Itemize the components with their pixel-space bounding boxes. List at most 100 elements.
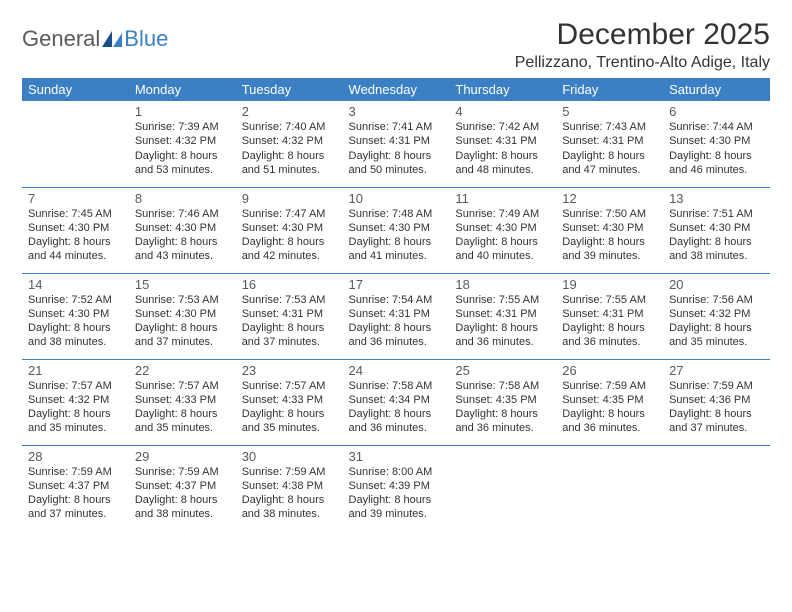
calendar-cell: 25Sunrise: 7:58 AMSunset: 4:35 PMDayligh… [449,359,556,445]
sunrise-text: Sunrise: 7:59 AM [669,379,764,393]
sunrise-text: Sunrise: 7:57 AM [28,379,123,393]
day-number: 20 [669,277,764,292]
day-number: 18 [455,277,550,292]
daylight-text: Daylight: 8 hours and 40 minutes. [455,235,550,264]
calendar-cell: 5Sunrise: 7:43 AMSunset: 4:31 PMDaylight… [556,101,663,187]
sunset-text: Sunset: 4:31 PM [242,307,337,321]
logo: General Blue [22,18,168,52]
calendar-cell: 12Sunrise: 7:50 AMSunset: 4:30 PMDayligh… [556,187,663,273]
calendar-body: 1Sunrise: 7:39 AMSunset: 4:32 PMDaylight… [22,101,770,531]
daylight-text: Daylight: 8 hours and 38 minutes. [135,493,230,522]
daylight-text: Daylight: 8 hours and 47 minutes. [562,149,657,178]
day-header: Thursday [449,78,556,101]
calendar-cell: 1Sunrise: 7:39 AMSunset: 4:32 PMDaylight… [129,101,236,187]
day-header: Saturday [663,78,770,101]
daylight-text: Daylight: 8 hours and 36 minutes. [562,407,657,436]
daylight-text: Daylight: 8 hours and 38 minutes. [28,321,123,350]
calendar-cell: 4Sunrise: 7:42 AMSunset: 4:31 PMDaylight… [449,101,556,187]
sail-icon [102,31,122,47]
sunrise-text: Sunrise: 7:59 AM [242,465,337,479]
daylight-text: Daylight: 8 hours and 35 minutes. [135,407,230,436]
sunrise-text: Sunrise: 7:49 AM [455,207,550,221]
day-header: Friday [556,78,663,101]
day-number: 13 [669,191,764,206]
sunset-text: Sunset: 4:31 PM [349,134,444,148]
sunset-text: Sunset: 4:30 PM [135,221,230,235]
calendar-cell: 24Sunrise: 7:58 AMSunset: 4:34 PMDayligh… [343,359,450,445]
calendar-cell [449,445,556,531]
sunset-text: Sunset: 4:30 PM [669,221,764,235]
sunrise-text: Sunrise: 7:48 AM [349,207,444,221]
sunrise-text: Sunrise: 7:40 AM [242,120,337,134]
calendar-cell: 14Sunrise: 7:52 AMSunset: 4:30 PMDayligh… [22,273,129,359]
day-number: 31 [349,449,444,464]
sunset-text: Sunset: 4:38 PM [242,479,337,493]
daylight-text: Daylight: 8 hours and 38 minutes. [242,493,337,522]
daylight-text: Daylight: 8 hours and 41 minutes. [349,235,444,264]
day-number: 8 [135,191,230,206]
daylight-text: Daylight: 8 hours and 36 minutes. [455,321,550,350]
day-header: Monday [129,78,236,101]
sunrise-text: Sunrise: 7:41 AM [349,120,444,134]
daylight-text: Daylight: 8 hours and 50 minutes. [349,149,444,178]
logo-text-blue: Blue [124,26,168,52]
sunset-text: Sunset: 4:31 PM [455,134,550,148]
daylight-text: Daylight: 8 hours and 36 minutes. [349,407,444,436]
sunset-text: Sunset: 4:33 PM [242,393,337,407]
day-number: 3 [349,104,444,119]
day-number: 5 [562,104,657,119]
calendar-cell: 3Sunrise: 7:41 AMSunset: 4:31 PMDaylight… [343,101,450,187]
sunrise-text: Sunrise: 7:55 AM [562,293,657,307]
calendar-week: 1Sunrise: 7:39 AMSunset: 4:32 PMDaylight… [22,101,770,187]
sunrise-text: Sunrise: 7:39 AM [135,120,230,134]
daylight-text: Daylight: 8 hours and 35 minutes. [242,407,337,436]
sunrise-text: Sunrise: 7:57 AM [135,379,230,393]
daylight-text: Daylight: 8 hours and 39 minutes. [349,493,444,522]
sunrise-text: Sunrise: 7:50 AM [562,207,657,221]
day-number: 10 [349,191,444,206]
calendar-cell: 16Sunrise: 7:53 AMSunset: 4:31 PMDayligh… [236,273,343,359]
sunset-text: Sunset: 4:31 PM [562,134,657,148]
calendar-week: 21Sunrise: 7:57 AMSunset: 4:32 PMDayligh… [22,359,770,445]
daylight-text: Daylight: 8 hours and 35 minutes. [28,407,123,436]
sunset-text: Sunset: 4:30 PM [135,307,230,321]
sunrise-text: Sunrise: 7:58 AM [455,379,550,393]
sunset-text: Sunset: 4:37 PM [135,479,230,493]
daylight-text: Daylight: 8 hours and 43 minutes. [135,235,230,264]
calendar-cell: 8Sunrise: 7:46 AMSunset: 4:30 PMDaylight… [129,187,236,273]
sunrise-text: Sunrise: 7:57 AM [242,379,337,393]
daylight-text: Daylight: 8 hours and 36 minutes. [562,321,657,350]
location-subtitle: Pellizzano, Trentino-Alto Adige, Italy [515,54,770,72]
calendar-cell: 15Sunrise: 7:53 AMSunset: 4:30 PMDayligh… [129,273,236,359]
daylight-text: Daylight: 8 hours and 44 minutes. [28,235,123,264]
sunrise-text: Sunrise: 7:43 AM [562,120,657,134]
sunset-text: Sunset: 4:30 PM [455,221,550,235]
daylight-text: Daylight: 8 hours and 39 minutes. [562,235,657,264]
calendar-cell: 31Sunrise: 8:00 AMSunset: 4:39 PMDayligh… [343,445,450,531]
day-number: 25 [455,363,550,378]
calendar-cell: 2Sunrise: 7:40 AMSunset: 4:32 PMDaylight… [236,101,343,187]
calendar-cell: 7Sunrise: 7:45 AMSunset: 4:30 PMDaylight… [22,187,129,273]
calendar-cell: 13Sunrise: 7:51 AMSunset: 4:30 PMDayligh… [663,187,770,273]
daylight-text: Daylight: 8 hours and 36 minutes. [349,321,444,350]
daylight-text: Daylight: 8 hours and 37 minutes. [135,321,230,350]
calendar-cell: 9Sunrise: 7:47 AMSunset: 4:30 PMDaylight… [236,187,343,273]
sunset-text: Sunset: 4:35 PM [455,393,550,407]
calendar-week: 14Sunrise: 7:52 AMSunset: 4:30 PMDayligh… [22,273,770,359]
sunrise-text: Sunrise: 7:42 AM [455,120,550,134]
day-number: 19 [562,277,657,292]
calendar-cell: 26Sunrise: 7:59 AMSunset: 4:35 PMDayligh… [556,359,663,445]
day-number: 30 [242,449,337,464]
sunrise-text: Sunrise: 7:56 AM [669,293,764,307]
sunset-text: Sunset: 4:31 PM [349,307,444,321]
daylight-text: Daylight: 8 hours and 48 minutes. [455,149,550,178]
day-number: 24 [349,363,444,378]
sunset-text: Sunset: 4:32 PM [135,134,230,148]
sunrise-text: Sunrise: 7:59 AM [135,465,230,479]
daylight-text: Daylight: 8 hours and 38 minutes. [669,235,764,264]
sunset-text: Sunset: 4:32 PM [28,393,123,407]
sunrise-text: Sunrise: 7:45 AM [28,207,123,221]
daylight-text: Daylight: 8 hours and 46 minutes. [669,149,764,178]
sunrise-text: Sunrise: 7:46 AM [135,207,230,221]
day-number: 21 [28,363,123,378]
